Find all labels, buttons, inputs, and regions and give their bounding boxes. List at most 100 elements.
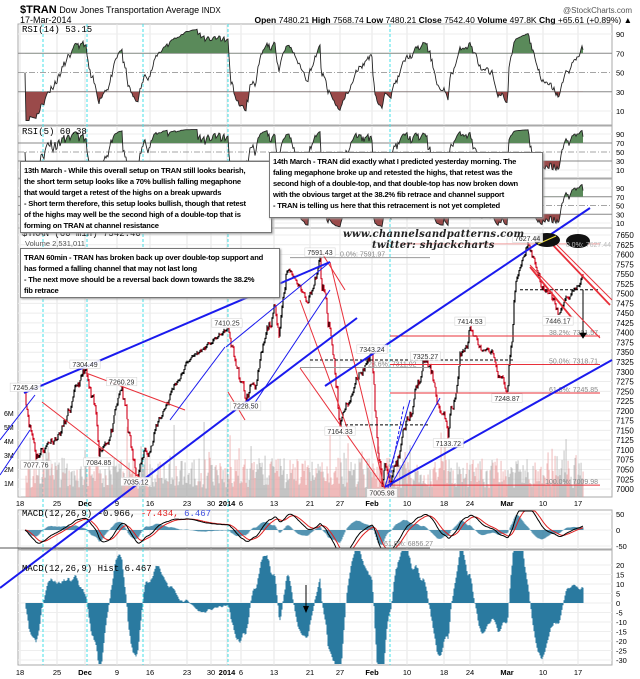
fib-label: 50.0%: 7318.71 <box>549 358 598 365</box>
volume-bar <box>349 471 351 497</box>
rsi14-label: RSI(14) 53.15 <box>22 25 93 35</box>
date-tick-label: 16 <box>146 499 154 508</box>
chart-title: $TRAN Dow Jones Transportation Average I… <box>20 4 221 16</box>
rsi-tick-label: 30 <box>616 157 624 166</box>
volume-bar <box>397 486 399 497</box>
swing-label: 7304.49 <box>72 362 97 369</box>
volume-bar <box>136 479 138 497</box>
volume-bar <box>148 486 150 497</box>
volume-bar <box>84 450 86 497</box>
volume-bar <box>394 479 396 497</box>
macd-signal-value: -7.434, <box>140 509 179 519</box>
price-tick-label: 7200 <box>616 407 634 416</box>
volume-bar <box>102 478 104 497</box>
volume-bar <box>350 462 352 497</box>
volume-bar <box>332 483 334 497</box>
volume-bar <box>271 458 273 497</box>
volume-bar <box>532 465 534 497</box>
volume-bar <box>167 481 169 497</box>
volume-bar <box>139 486 141 497</box>
volume-bar <box>507 470 509 497</box>
swing-label: 7164.33 <box>327 429 352 436</box>
rsi5-label: RSI(5) 60.38 <box>22 127 87 137</box>
volume-bar <box>463 478 465 497</box>
volume-bar <box>154 478 156 497</box>
volume-bar <box>552 470 554 497</box>
volume-bar <box>126 426 128 497</box>
volume-bar <box>471 463 473 497</box>
volume-bar <box>214 466 216 497</box>
price-tick-label: 7525 <box>616 280 634 289</box>
rsi-tick-label: 50 <box>616 202 624 211</box>
volume-bar <box>454 483 456 497</box>
volume-bar <box>181 460 183 497</box>
volume-bar <box>553 480 555 497</box>
rsi-tick-label: 90 <box>616 184 624 193</box>
symbol: $TRAN <box>20 4 57 16</box>
volume-bar <box>550 486 552 497</box>
date-tick-label: 17 <box>574 499 582 508</box>
volume-bar <box>358 458 360 497</box>
volume-bar <box>54 462 56 497</box>
volume-bar <box>119 468 121 497</box>
volume-bar <box>109 470 111 497</box>
volume-bar <box>537 471 539 497</box>
volume-bar <box>338 483 340 497</box>
volume-bar <box>582 471 584 497</box>
volume-bar <box>569 479 571 497</box>
date-tick-label: Feb <box>365 499 379 508</box>
date-tick-label: 27 <box>336 668 344 677</box>
volume-bar <box>246 468 248 497</box>
date-tick-label: 16 <box>146 668 154 677</box>
volume-bar <box>192 486 194 497</box>
hist-tick-label: 5 <box>616 590 620 599</box>
volume-bar <box>276 471 278 497</box>
hist-tick-label: -15 <box>616 628 627 637</box>
volume-bar <box>96 458 98 497</box>
volume-bar <box>229 435 231 497</box>
volume-bar <box>277 458 279 497</box>
volume-bar <box>223 482 225 497</box>
volume-bar <box>255 471 257 497</box>
volume-bar <box>492 462 494 497</box>
date-tick-label: 6 <box>239 668 243 677</box>
rsi-tick-label: 90 <box>616 130 624 139</box>
volume-bar <box>547 452 549 497</box>
arrow-head <box>303 606 309 613</box>
high-value: 7568.74 <box>332 15 364 25</box>
volume-bar <box>153 486 155 497</box>
date-tick-label: 21 <box>306 668 314 677</box>
swing-label-bg <box>356 344 388 354</box>
volume-bar <box>540 466 542 497</box>
fib-label: 0.0%: 7591.97 <box>340 252 385 259</box>
volume-bar <box>290 472 292 497</box>
swing-label-bg <box>120 477 152 487</box>
volume-bar <box>426 485 428 497</box>
rsi-tick-label: 70 <box>616 49 624 58</box>
volume-bar <box>371 477 373 497</box>
volume-bar <box>265 484 267 497</box>
volume-bar <box>322 471 324 497</box>
volume-bar <box>496 458 498 497</box>
volume-bar <box>556 456 558 497</box>
swing-label-bg <box>491 393 523 403</box>
volume-bar <box>379 460 381 497</box>
annotation-line: of the highs may well be the second high… <box>24 210 241 219</box>
date-tick-label: 10 <box>539 668 547 677</box>
volume-bar <box>555 475 557 497</box>
volume-bar <box>372 463 374 497</box>
volume-bar <box>198 458 200 497</box>
volume-bar <box>498 482 500 497</box>
price-bars <box>25 242 584 487</box>
volume-bar <box>146 451 148 497</box>
volume-bar <box>559 475 561 497</box>
volume-bar <box>359 462 361 497</box>
volume-bar <box>166 480 168 497</box>
rsi-tick-label: 50 <box>616 148 624 157</box>
blue-trendline <box>0 429 31 476</box>
volume-bar <box>151 467 153 497</box>
volume-bar <box>307 465 309 497</box>
volume-bar <box>418 482 420 497</box>
volume-bar <box>541 483 543 497</box>
volume-bar <box>444 445 446 497</box>
